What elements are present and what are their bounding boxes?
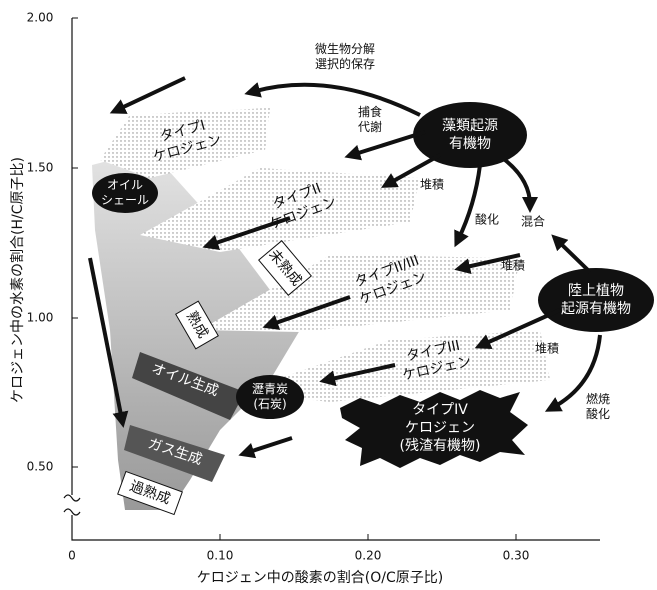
label-line: 酸化	[475, 212, 499, 227]
label-line: 藻類起源	[442, 118, 498, 134]
arrow	[202, 216, 291, 251]
arrow	[454, 253, 521, 275]
label-line: 酸化	[586, 406, 610, 421]
overmature-box	[117, 470, 183, 516]
immature-box	[258, 240, 312, 296]
type-4-shape	[340, 390, 528, 468]
y-tick-label: 2.00	[27, 11, 54, 25]
arrow	[503, 158, 538, 213]
label: タイプIV ケロジェン (残渣有機物)	[400, 402, 481, 454]
algae-ellipse	[413, 102, 527, 168]
label: 混合	[521, 214, 545, 229]
label: 堆積	[420, 177, 444, 192]
arrow	[262, 295, 351, 330]
label-line: 混合	[521, 214, 545, 229]
label: 瀝青炭(石炭)	[252, 381, 288, 411]
label-line: 燃焼	[586, 391, 610, 406]
label-line: 微生物分解	[315, 42, 375, 56]
arrow	[381, 153, 441, 188]
label-line: 起源有機物	[561, 301, 631, 317]
coal-ellipse	[236, 375, 304, 419]
label-line: 選択的保存	[315, 56, 375, 71]
label-line: 堆積	[420, 177, 444, 192]
arrow	[88, 257, 129, 428]
label-line: 堆積	[501, 258, 525, 273]
y-tick-label: 0.50	[27, 460, 54, 474]
arrow	[109, 76, 186, 114]
arrow	[238, 436, 293, 459]
label-line: オイル	[107, 178, 143, 192]
y-tick-label: 1.50	[27, 161, 54, 175]
arrows	[88, 76, 602, 459]
x-tick-label: 0.20	[355, 549, 382, 563]
arrow	[319, 363, 396, 387]
x-tick-label: 0.10	[207, 549, 234, 563]
label-line: 瀝青炭	[252, 381, 288, 396]
label-line: 堆積	[535, 341, 559, 356]
label-line: シェール	[101, 193, 149, 207]
label-line: タイプIV	[412, 402, 468, 418]
label-line: 有機物	[449, 136, 491, 152]
arrow	[344, 130, 426, 161]
arrow	[551, 234, 592, 274]
arrow	[244, 82, 421, 117]
label-line: 陸上植物	[568, 283, 624, 299]
label-line: ケロジェン	[405, 420, 475, 436]
x-tick-label: 0	[68, 549, 76, 563]
label: 酸化	[475, 212, 499, 227]
label-line: (石炭)	[253, 397, 286, 411]
axis-break	[63, 494, 81, 516]
y-axis-label: ケロジェン中の水素の割合(H/C原子比)	[9, 157, 26, 403]
arrow	[454, 164, 482, 248]
mature-box	[175, 300, 219, 350]
x-axis-label: ケロジェン中の酸素の割合(O/C原子比)	[197, 569, 443, 586]
type-2-band	[140, 168, 420, 252]
arrow	[544, 334, 602, 412]
oil-shale-ellipse	[92, 173, 158, 213]
type-1-band	[100, 108, 270, 178]
label-line: 代謝	[358, 119, 382, 134]
label: 堆積	[501, 258, 525, 273]
gas-window	[124, 425, 225, 482]
land-plant-ellipse	[538, 268, 654, 332]
arrow	[474, 308, 561, 350]
label-line: (残渣有機物)	[400, 438, 481, 454]
x-tick-label: 0.30	[503, 549, 530, 563]
label: 堆積	[535, 341, 559, 356]
type-2-3-band	[200, 255, 520, 332]
label-line: 捕食	[358, 104, 382, 119]
oil-window	[132, 352, 245, 420]
y-tick-label: 1.00	[27, 311, 54, 325]
